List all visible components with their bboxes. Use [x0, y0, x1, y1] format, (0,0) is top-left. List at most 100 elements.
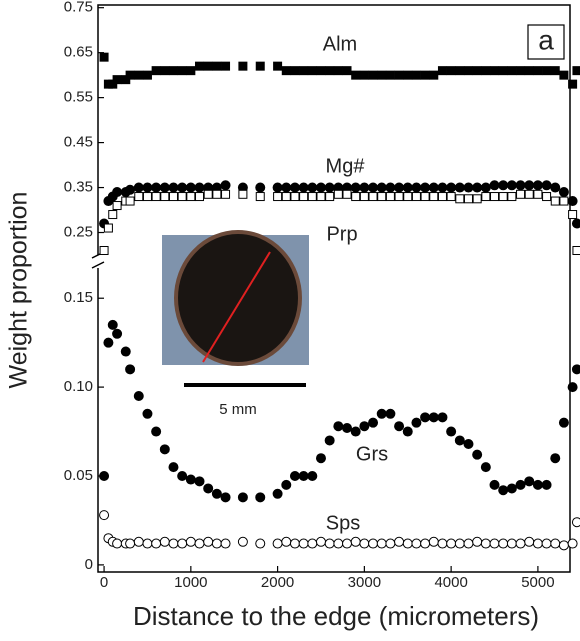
marker: [402, 426, 413, 437]
marker: [498, 485, 509, 496]
marker: [281, 479, 292, 490]
marker: [550, 538, 561, 549]
marker: [572, 66, 580, 76]
marker: [99, 510, 110, 521]
marker: [571, 218, 580, 229]
break-gap: [92, 255, 106, 268]
marker: [376, 538, 387, 549]
marker: [211, 538, 222, 549]
marker: [103, 223, 113, 233]
marker: [333, 421, 344, 432]
marker: [359, 538, 370, 549]
marker: [351, 70, 361, 80]
marker: [281, 536, 292, 547]
marker: [420, 182, 431, 193]
marker: [571, 517, 580, 528]
marker: [455, 66, 465, 76]
marker: [394, 192, 404, 202]
marker: [472, 66, 482, 76]
marker: [315, 536, 326, 547]
marker: [289, 182, 300, 193]
marker: [134, 192, 144, 202]
marker: [489, 479, 500, 490]
marker: [571, 364, 580, 375]
marker: [385, 192, 395, 202]
panel-label: a: [538, 24, 554, 55]
marker: [572, 246, 580, 256]
marker: [446, 182, 457, 193]
marker: [428, 412, 439, 423]
marker: [385, 182, 396, 193]
marker: [315, 453, 326, 464]
series: [99, 52, 580, 89]
y-tick-label: 0.45: [64, 134, 93, 151]
marker: [350, 182, 361, 193]
marker: [133, 536, 144, 547]
marker: [368, 70, 378, 80]
marker: [437, 412, 448, 423]
marker: [463, 194, 473, 204]
marker: [125, 70, 135, 80]
marker: [350, 536, 361, 547]
y-tick-label: 0: [85, 556, 93, 573]
marker: [120, 346, 131, 357]
marker: [489, 538, 500, 549]
marker: [558, 187, 569, 198]
marker: [220, 492, 231, 503]
marker: [411, 182, 422, 193]
marker: [437, 66, 447, 76]
marker: [455, 194, 465, 204]
marker: [542, 66, 552, 76]
marker: [394, 182, 405, 193]
marker: [195, 61, 205, 71]
x-tick-label: 3000: [348, 574, 381, 591]
marker: [315, 182, 326, 193]
marker: [542, 192, 552, 202]
marker: [185, 474, 196, 485]
marker: [307, 182, 318, 193]
marker: [203, 189, 213, 199]
y-tick-label: 0.55: [64, 89, 93, 106]
marker: [290, 66, 300, 76]
marker: [533, 189, 543, 199]
marker: [506, 483, 517, 494]
marker: [568, 210, 578, 220]
marker: [403, 192, 413, 202]
inset-photo: 5 mm: [162, 230, 309, 418]
series: [99, 510, 580, 551]
marker: [446, 538, 457, 549]
marker: [524, 189, 534, 199]
marker: [420, 192, 430, 202]
marker: [507, 66, 517, 76]
y-tick-label: 0.15: [64, 289, 93, 306]
marker: [281, 182, 292, 193]
marker: [568, 79, 578, 89]
marker: [220, 538, 231, 549]
marker: [177, 66, 187, 76]
marker: [112, 187, 123, 198]
marker: [428, 536, 439, 547]
marker: [446, 66, 456, 76]
marker: [567, 382, 578, 393]
marker: [524, 66, 534, 76]
marker: [134, 70, 144, 80]
x-tick-label: 4000: [434, 574, 467, 591]
marker: [368, 182, 379, 193]
marker: [281, 192, 291, 202]
marker: [376, 182, 387, 193]
marker: [194, 538, 205, 549]
marker: [333, 66, 343, 76]
series-label: Sps: [326, 512, 360, 534]
scale-bar-label: 5 mm: [219, 401, 257, 418]
marker: [472, 449, 483, 460]
marker: [307, 471, 318, 481]
marker: [281, 66, 291, 76]
x-tick-label: 0: [100, 574, 108, 591]
marker: [481, 66, 491, 76]
marker: [342, 66, 352, 76]
marker: [411, 538, 422, 549]
marker: [221, 189, 231, 199]
marker: [255, 182, 266, 193]
marker: [324, 182, 335, 193]
marker: [524, 180, 535, 191]
